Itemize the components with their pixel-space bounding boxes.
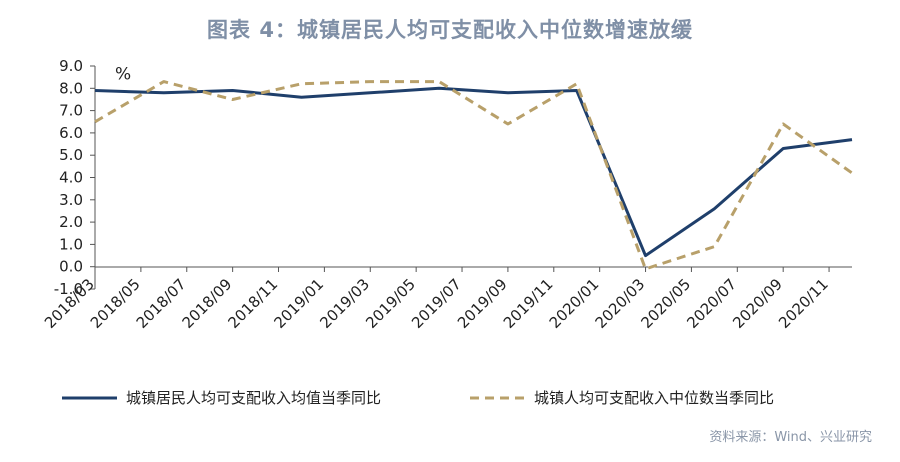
y-tick-label: 4.0 xyxy=(59,169,83,187)
y-tick-label: 0.0 xyxy=(59,258,83,276)
x-tick-label: 2018/11 xyxy=(225,275,282,332)
y-tick-label: 1.0 xyxy=(59,235,83,253)
x-tick-label: 2020/11 xyxy=(775,275,832,332)
legend: 城镇居民人均可支配收入均值当季同比 城镇人均可支配收入中位数当季同比 xyxy=(62,389,774,407)
legend-label-1: 城镇居民人均可支配收入均值当季同比 xyxy=(126,389,381,407)
series-line-1 xyxy=(94,86,853,258)
x-tick-label: 2020/01 xyxy=(546,275,603,332)
y-tick-label: 9.0 xyxy=(59,57,83,75)
y-tick-label: 5.0 xyxy=(59,146,83,164)
x-tick-label: 2019/01 xyxy=(270,275,327,332)
chart-title: 图表 4：城镇居民人均可支配收入中位数增速放缓 xyxy=(207,18,693,42)
y-tick-label: 6.0 xyxy=(59,124,83,142)
legend-label-2: 城镇人均可支配收入中位数当季同比 xyxy=(534,389,774,407)
y-tick-label: 7.0 xyxy=(59,102,83,120)
x-tick-label: 2019/05 xyxy=(362,275,419,332)
y-tick-label: 3.0 xyxy=(59,191,83,209)
x-tick-label: 2018/07 xyxy=(133,275,190,332)
x-tick-label: 2019/11 xyxy=(500,275,557,332)
source-note: 资料来源：Wind、兴业研究 xyxy=(709,430,872,445)
x-tick-label: 2020/07 xyxy=(683,275,740,332)
x-tick-label: 2019/03 xyxy=(316,275,373,332)
y-tick-label: -1.0 xyxy=(54,280,83,298)
y-tick-label: 8.0 xyxy=(59,79,83,97)
x-tick-label: 2019/07 xyxy=(408,275,465,332)
x-tick-label: 2020/05 xyxy=(637,275,694,332)
x-tick-label: 2020/03 xyxy=(592,275,649,332)
y-tick-label: 2.0 xyxy=(59,213,83,231)
x-tick-label: 2018/09 xyxy=(179,275,236,332)
x-tick-label: 2020/09 xyxy=(729,275,786,332)
series-layer xyxy=(94,80,853,271)
series-line-2 xyxy=(94,80,853,271)
x-tick-label: 2019/09 xyxy=(454,275,511,332)
unit-label: % xyxy=(115,64,131,84)
